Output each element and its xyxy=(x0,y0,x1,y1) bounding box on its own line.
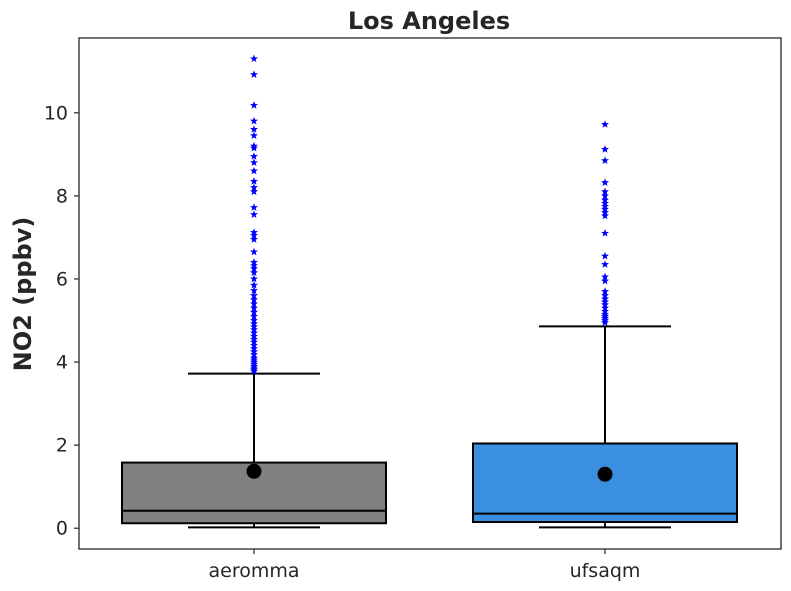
outlier-point xyxy=(601,178,609,186)
outlier-point xyxy=(250,183,258,191)
box-group-aeromma xyxy=(121,54,387,529)
outlier-point xyxy=(250,299,258,308)
y-tick-label: 6 xyxy=(56,268,68,290)
outlier-point xyxy=(601,191,609,200)
outlier-point xyxy=(250,319,258,328)
outlier-point xyxy=(250,268,258,277)
outlier-point xyxy=(250,291,258,299)
outlier-point xyxy=(250,347,258,356)
outlier-point xyxy=(601,156,609,164)
outlier-point xyxy=(250,231,258,239)
x-tick-label-aeromma: aeromma xyxy=(208,560,299,582)
outlier-point xyxy=(250,337,258,346)
outlier-point xyxy=(250,353,258,362)
box-iqr xyxy=(472,442,738,523)
y-axis-label: NO2 (ppbv) xyxy=(9,217,37,372)
outlier-point xyxy=(250,325,258,334)
plot-area xyxy=(121,54,738,529)
outlier-point xyxy=(250,341,258,349)
outlier-point xyxy=(250,235,258,243)
outlier-point xyxy=(250,116,258,125)
y-tick-label: 2 xyxy=(56,435,68,457)
outlier-point xyxy=(601,294,609,303)
outlier-point xyxy=(250,328,258,337)
mean-marker xyxy=(597,466,613,482)
outlier-point xyxy=(250,228,258,236)
plot-frame xyxy=(78,37,782,550)
outlier-point xyxy=(250,303,258,312)
outlier-point xyxy=(250,101,258,109)
outlier-point xyxy=(250,312,258,320)
outlier-point xyxy=(250,332,258,340)
y-tick-label: 8 xyxy=(56,185,68,207)
outlier-point xyxy=(250,350,258,358)
outlier-point xyxy=(601,211,609,220)
mean-marker xyxy=(246,463,262,479)
outlier-point xyxy=(601,291,609,299)
outlier-point xyxy=(601,303,609,312)
outlier-point xyxy=(250,203,258,211)
outlier-point xyxy=(601,120,609,128)
outlier-point xyxy=(250,141,258,150)
y-tick-label: 10 xyxy=(44,102,68,124)
outlier-point xyxy=(250,316,258,324)
outlier-point xyxy=(601,195,609,204)
outlier-point xyxy=(250,258,258,266)
box-group-ufsaqm xyxy=(472,120,738,529)
outlier-point xyxy=(250,274,258,283)
outlier-point xyxy=(601,251,609,260)
outlier-point xyxy=(601,287,609,295)
outlier-point xyxy=(250,54,258,63)
outlier-point xyxy=(250,286,258,294)
outlier-point xyxy=(250,295,258,304)
outlier-point xyxy=(250,125,258,133)
outlier-point xyxy=(250,166,258,175)
outlier-point xyxy=(601,310,609,318)
outlier-point xyxy=(250,152,258,160)
outlier-point xyxy=(601,276,609,285)
outlier-point xyxy=(250,264,258,272)
outlier-point xyxy=(250,344,258,353)
outlier-point xyxy=(601,187,609,196)
outlier-point xyxy=(601,307,609,315)
outlier-point xyxy=(250,187,258,196)
outlier-point xyxy=(250,177,258,185)
outlier-point xyxy=(601,229,609,237)
outlier-point xyxy=(601,297,609,306)
outlier-point xyxy=(601,208,609,216)
outlier-point xyxy=(601,199,609,207)
outlier-point xyxy=(250,131,258,140)
y-tick-label: 4 xyxy=(56,352,68,374)
outlier-point xyxy=(250,261,258,270)
y-tick-label: 0 xyxy=(56,518,68,540)
outlier-point xyxy=(250,210,258,218)
outlier-point xyxy=(601,260,609,268)
outlier-point xyxy=(250,322,258,331)
outlier-point xyxy=(250,308,258,316)
outlier-point xyxy=(250,335,258,343)
outlier-point xyxy=(601,272,609,281)
chart-title: Los Angeles xyxy=(348,7,510,35)
outlier-point xyxy=(601,145,609,153)
outlier-point xyxy=(601,300,609,309)
outlier-point xyxy=(250,70,258,78)
outlier-point xyxy=(250,158,258,167)
outlier-point xyxy=(250,247,258,256)
outlier-point xyxy=(250,280,258,289)
outlier-point xyxy=(601,204,609,213)
x-tick-label-ufsaqm: ufsaqm xyxy=(570,560,641,582)
outlier-point xyxy=(601,202,609,210)
